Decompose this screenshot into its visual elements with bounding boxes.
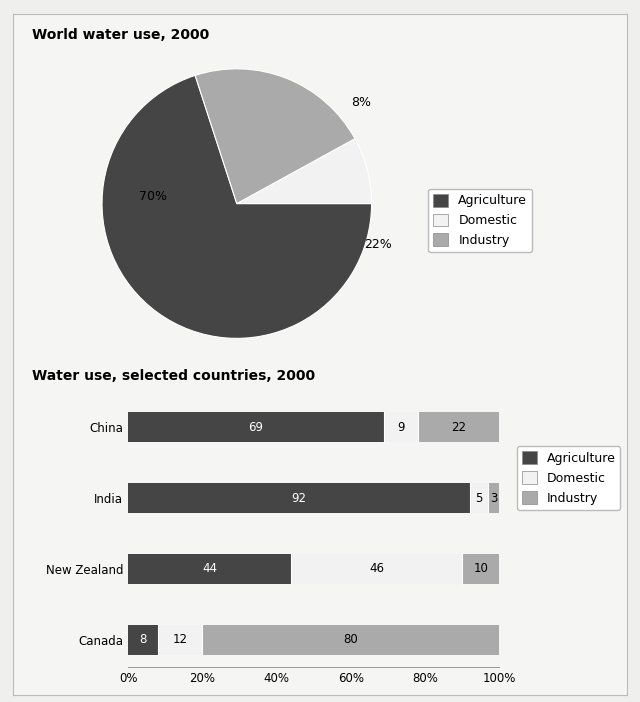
- Text: 80: 80: [343, 633, 358, 647]
- Text: 8: 8: [139, 633, 147, 647]
- Text: 46: 46: [369, 562, 384, 576]
- Text: 10: 10: [473, 562, 488, 576]
- Bar: [384, 412, 417, 442]
- Text: 3: 3: [490, 491, 497, 505]
- Text: 44: 44: [202, 562, 217, 576]
- Text: 8%: 8%: [351, 96, 371, 109]
- Bar: [128, 554, 291, 584]
- Bar: [128, 412, 384, 442]
- Text: 70%: 70%: [140, 190, 167, 204]
- Legend: Agriculture, Domestic, Industry: Agriculture, Domestic, Industry: [428, 189, 532, 252]
- Bar: [128, 483, 470, 513]
- Text: 69: 69: [248, 420, 264, 434]
- Bar: [157, 625, 202, 655]
- Bar: [417, 412, 499, 442]
- Text: 9: 9: [397, 420, 404, 434]
- Wedge shape: [237, 139, 372, 204]
- Bar: [488, 483, 499, 513]
- Wedge shape: [195, 69, 355, 204]
- Bar: [128, 625, 157, 655]
- Bar: [291, 554, 462, 584]
- Bar: [470, 483, 488, 513]
- Bar: [202, 625, 499, 655]
- Text: 5: 5: [475, 491, 483, 505]
- Legend: Agriculture, Domestic, Industry: Agriculture, Domestic, Industry: [516, 446, 620, 510]
- Text: Water use, selected countries, 2000: Water use, selected countries, 2000: [32, 369, 315, 383]
- Text: 22: 22: [451, 420, 466, 434]
- Bar: [462, 554, 499, 584]
- Text: 22%: 22%: [364, 237, 392, 251]
- Wedge shape: [102, 75, 372, 338]
- Text: 92: 92: [291, 491, 307, 505]
- Text: 12: 12: [172, 633, 188, 647]
- Text: World water use, 2000: World water use, 2000: [32, 28, 209, 42]
